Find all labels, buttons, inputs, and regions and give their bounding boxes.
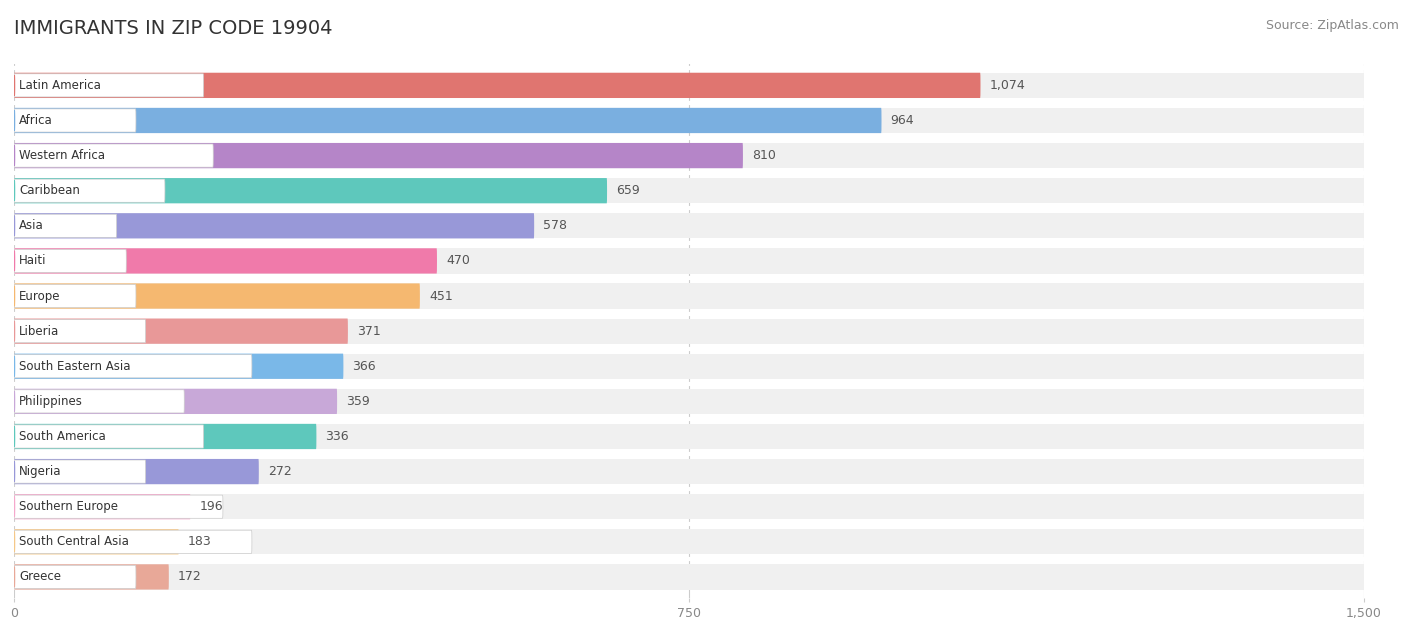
Text: South Eastern Asia: South Eastern Asia	[20, 359, 131, 373]
FancyBboxPatch shape	[14, 178, 607, 203]
FancyBboxPatch shape	[14, 530, 252, 554]
Text: 336: 336	[325, 430, 349, 443]
Text: Caribbean: Caribbean	[20, 184, 80, 197]
FancyBboxPatch shape	[14, 354, 343, 379]
FancyBboxPatch shape	[14, 459, 1364, 484]
FancyBboxPatch shape	[14, 424, 316, 449]
FancyBboxPatch shape	[14, 494, 190, 520]
FancyBboxPatch shape	[14, 73, 1364, 98]
FancyBboxPatch shape	[14, 108, 1364, 133]
FancyBboxPatch shape	[14, 355, 252, 378]
FancyBboxPatch shape	[14, 424, 1364, 449]
FancyBboxPatch shape	[14, 284, 136, 307]
FancyBboxPatch shape	[14, 284, 420, 309]
FancyBboxPatch shape	[14, 144, 214, 167]
Text: Latin America: Latin America	[20, 79, 101, 92]
FancyBboxPatch shape	[14, 565, 136, 588]
FancyBboxPatch shape	[14, 179, 165, 203]
Text: Western Africa: Western Africa	[20, 149, 105, 162]
FancyBboxPatch shape	[14, 248, 437, 273]
FancyBboxPatch shape	[14, 425, 204, 448]
FancyBboxPatch shape	[14, 565, 169, 590]
FancyBboxPatch shape	[14, 494, 1364, 520]
FancyBboxPatch shape	[14, 529, 179, 554]
FancyBboxPatch shape	[14, 73, 980, 98]
Text: 578: 578	[543, 219, 567, 232]
FancyBboxPatch shape	[14, 74, 204, 97]
Text: Africa: Africa	[20, 114, 53, 127]
Text: 810: 810	[752, 149, 776, 162]
Text: 371: 371	[357, 325, 381, 338]
FancyBboxPatch shape	[14, 390, 184, 413]
Text: 196: 196	[200, 500, 224, 513]
FancyBboxPatch shape	[14, 389, 337, 414]
Text: Source: ZipAtlas.com: Source: ZipAtlas.com	[1265, 19, 1399, 32]
Text: Europe: Europe	[20, 289, 60, 303]
FancyBboxPatch shape	[14, 213, 1364, 239]
Text: Asia: Asia	[20, 219, 44, 232]
FancyBboxPatch shape	[14, 320, 146, 343]
Text: 183: 183	[188, 536, 211, 548]
Text: Greece: Greece	[20, 570, 60, 583]
Text: 659: 659	[616, 184, 640, 197]
FancyBboxPatch shape	[14, 213, 534, 239]
Text: Liberia: Liberia	[20, 325, 59, 338]
Text: 451: 451	[429, 289, 453, 303]
Text: 359: 359	[346, 395, 370, 408]
FancyBboxPatch shape	[14, 529, 1364, 554]
FancyBboxPatch shape	[14, 389, 1364, 414]
Text: IMMIGRANTS IN ZIP CODE 19904: IMMIGRANTS IN ZIP CODE 19904	[14, 19, 333, 39]
Text: 272: 272	[267, 465, 291, 478]
FancyBboxPatch shape	[14, 354, 1364, 379]
FancyBboxPatch shape	[14, 178, 1364, 203]
FancyBboxPatch shape	[14, 143, 1364, 168]
Text: Nigeria: Nigeria	[20, 465, 62, 478]
FancyBboxPatch shape	[14, 249, 127, 273]
FancyBboxPatch shape	[14, 565, 1364, 590]
FancyBboxPatch shape	[14, 109, 136, 132]
Text: 1,074: 1,074	[990, 79, 1025, 92]
Text: 172: 172	[177, 570, 201, 583]
Text: Philippines: Philippines	[20, 395, 83, 408]
FancyBboxPatch shape	[14, 318, 1364, 344]
FancyBboxPatch shape	[14, 460, 146, 483]
Text: South Central Asia: South Central Asia	[20, 536, 129, 548]
FancyBboxPatch shape	[14, 108, 882, 133]
Text: Southern Europe: Southern Europe	[20, 500, 118, 513]
FancyBboxPatch shape	[14, 143, 742, 168]
Text: 470: 470	[446, 255, 470, 267]
Text: South America: South America	[20, 430, 105, 443]
FancyBboxPatch shape	[14, 284, 1364, 309]
Text: 964: 964	[890, 114, 914, 127]
Text: 366: 366	[353, 359, 375, 373]
FancyBboxPatch shape	[14, 459, 259, 484]
FancyBboxPatch shape	[14, 495, 224, 518]
Text: Haiti: Haiti	[20, 255, 46, 267]
FancyBboxPatch shape	[14, 248, 1364, 273]
FancyBboxPatch shape	[14, 318, 347, 344]
FancyBboxPatch shape	[14, 214, 117, 237]
